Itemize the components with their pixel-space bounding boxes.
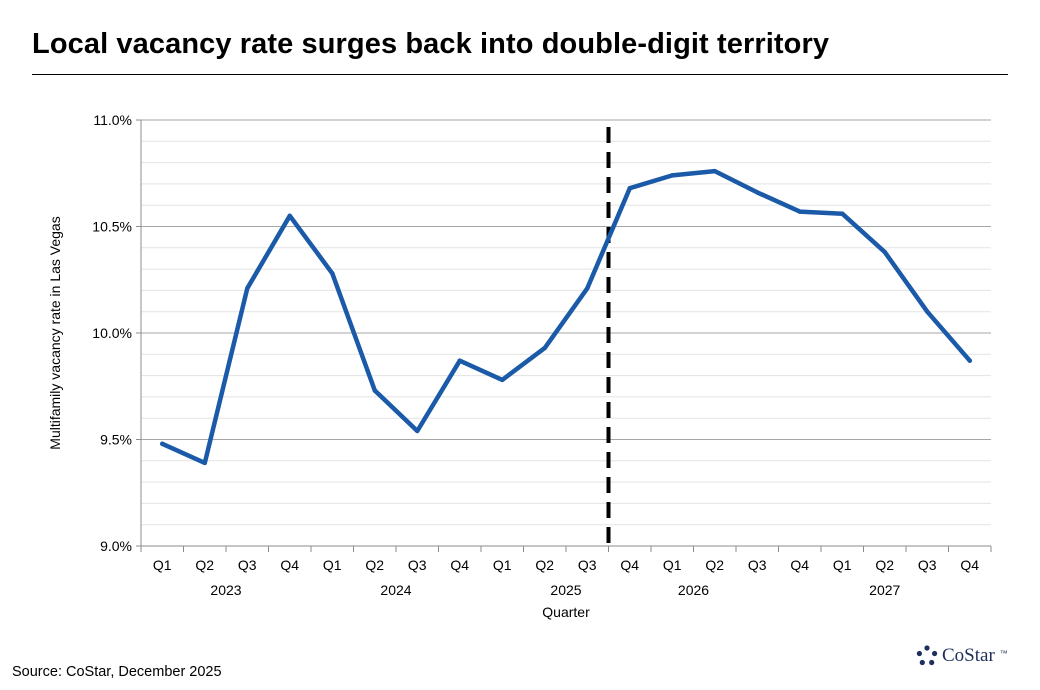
x-axis-title: Quarter bbox=[542, 604, 590, 620]
year-label: 2027 bbox=[869, 582, 900, 598]
x-tick-label: Q3 bbox=[578, 557, 597, 573]
x-tick-label: Q2 bbox=[365, 557, 384, 573]
title-divider bbox=[32, 74, 1008, 75]
year-label: 2024 bbox=[380, 582, 411, 598]
data-point bbox=[627, 185, 632, 191]
y-tick-label: 10.5% bbox=[92, 219, 132, 235]
vacancy-rate-line bbox=[160, 168, 973, 466]
y-tick-label: 9.5% bbox=[100, 432, 132, 448]
data-point bbox=[967, 358, 972, 363]
data-point bbox=[500, 377, 505, 383]
data-point bbox=[585, 286, 590, 291]
x-tick-label: Q1 bbox=[493, 557, 512, 573]
data-point bbox=[245, 286, 250, 291]
data-point bbox=[330, 271, 335, 276]
data-point bbox=[925, 309, 930, 314]
x-tick-label: Q3 bbox=[238, 557, 257, 573]
y-axis-title: Multifamily vacancy rate in Las Vegas bbox=[47, 216, 63, 449]
costar-logo: CoStar ™ bbox=[916, 645, 1008, 667]
x-tick-label: Q1 bbox=[153, 557, 172, 573]
x-tick-label: Q4 bbox=[790, 557, 809, 573]
x-tick-label: Q2 bbox=[705, 557, 724, 573]
data-point bbox=[670, 173, 675, 178]
x-tick-label: Q2 bbox=[535, 557, 554, 573]
x-tick-label: Q4 bbox=[450, 557, 469, 573]
x-tick-label: Q4 bbox=[620, 557, 639, 573]
logo-trademark: ™ bbox=[999, 649, 1008, 658]
data-point bbox=[457, 358, 462, 363]
data-point bbox=[287, 213, 292, 219]
year-label: 2025 bbox=[550, 582, 581, 598]
x-tick-label: Q1 bbox=[663, 557, 682, 573]
data-point bbox=[542, 345, 547, 351]
y-tick-label: 11.0% bbox=[93, 112, 132, 128]
logo-text: CoStar bbox=[942, 645, 995, 666]
data-point bbox=[712, 168, 717, 174]
year-label: 2026 bbox=[678, 582, 709, 598]
chart-title: Local vacancy rate surges back into doub… bbox=[32, 28, 830, 60]
x-tick-label: Q4 bbox=[280, 557, 299, 573]
data-point bbox=[160, 441, 165, 446]
x-tick-label: Q1 bbox=[323, 557, 342, 573]
year-label: 2023 bbox=[210, 582, 241, 598]
x-tick-label: Q3 bbox=[408, 557, 427, 573]
costar-star-icon bbox=[916, 645, 938, 666]
x-tick-label: Q2 bbox=[875, 557, 894, 573]
x-tick-label: Q3 bbox=[748, 557, 767, 573]
y-tick-label: 10.0% bbox=[92, 325, 132, 341]
data-point bbox=[882, 249, 887, 255]
data-point bbox=[372, 388, 377, 393]
data-point bbox=[840, 211, 845, 216]
data-point bbox=[755, 190, 760, 195]
source-note: Source: CoStar, December 2025 bbox=[12, 664, 222, 680]
data-point bbox=[797, 209, 802, 214]
data-point bbox=[202, 460, 207, 466]
y-tick-label: 9.0% bbox=[100, 538, 132, 554]
data-point bbox=[415, 428, 420, 434]
x-tick-label: Q4 bbox=[960, 557, 979, 573]
x-tick-label: Q3 bbox=[918, 557, 937, 573]
x-tick-label: Q1 bbox=[833, 557, 852, 573]
x-tick-label: Q2 bbox=[195, 557, 214, 573]
